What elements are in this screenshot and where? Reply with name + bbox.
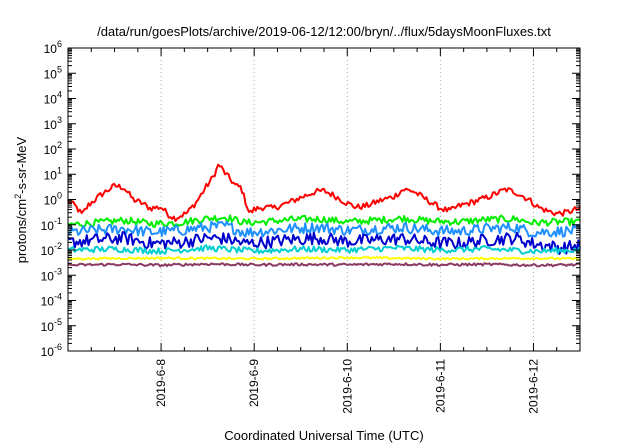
x-axis: 2019-6-8 2019-6-9 2019-6-10 2019-6-11 2019-6… xyxy=(90,48,581,414)
y-axis-label: protons/cm2-s-sr-MeV xyxy=(13,136,29,263)
x-tick-label: 2019-6-9 xyxy=(247,359,261,407)
y-tick-label: 10-5 xyxy=(41,317,62,334)
series-line-2 xyxy=(67,214,581,228)
y-tick-label: 10-2 xyxy=(41,241,62,258)
y-tick-label: 10-4 xyxy=(41,292,62,309)
x-tick-label: 2019-6-8 xyxy=(154,359,168,407)
series-line-5 xyxy=(67,244,581,255)
y-tick-label: 10-1 xyxy=(41,216,62,233)
y-tick-label: 104 xyxy=(44,90,62,107)
y-tick-label: 102 xyxy=(44,140,62,157)
y-tick-label: 106 xyxy=(44,39,62,56)
x-tick-label: 2019-6-11 xyxy=(433,359,447,413)
chart-title: /data/run/goesPlots/archive/2019-06-12/1… xyxy=(97,24,551,39)
series-line-4 xyxy=(67,231,581,255)
series-line-7 xyxy=(67,262,581,268)
x-tick-label: 2019-6-10 xyxy=(340,359,354,414)
series-line-1 xyxy=(67,163,581,223)
x-tick-label: 2019-6-12 xyxy=(526,359,540,414)
y-tick-label: 10-6 xyxy=(41,342,62,359)
series-layer xyxy=(67,163,581,268)
series-line-3 xyxy=(67,220,581,238)
plot-frame xyxy=(67,47,581,352)
y-axis: 10-6 10-5 10-4 10-3 10-2 10-1 100 101 102 103 104 1… xyxy=(41,39,580,359)
series-line-6 xyxy=(67,255,581,261)
y-tick-label: 101 xyxy=(44,165,62,182)
y-tick-label: 10-3 xyxy=(41,266,62,283)
y-tick-label: 105 xyxy=(44,64,62,81)
x-axis-label: Coordinated Universal Time (UTC) xyxy=(224,428,423,443)
y-tick-label: 100 xyxy=(44,191,62,208)
grid-lines xyxy=(160,48,534,351)
y-tick-label: 103 xyxy=(44,115,62,132)
